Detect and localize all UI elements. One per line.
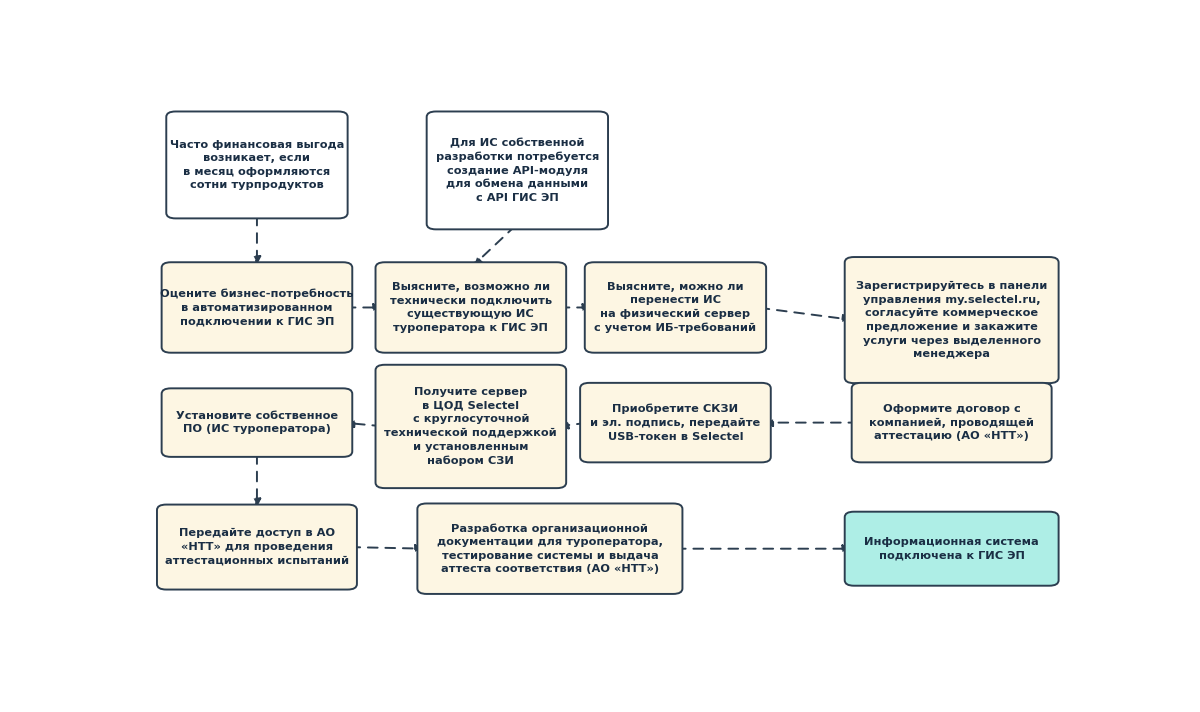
FancyBboxPatch shape bbox=[845, 512, 1058, 586]
Text: Выясните, можно ли
перенести ИС
на физический сервер
с учетом ИБ-требований: Выясните, можно ли перенести ИС на физич… bbox=[594, 282, 756, 333]
Text: Информационная система
подключена к ГИС ЭП: Информационная система подключена к ГИС … bbox=[864, 537, 1039, 560]
FancyBboxPatch shape bbox=[162, 262, 353, 352]
FancyBboxPatch shape bbox=[580, 383, 770, 462]
Text: Выясните, возможно ли
технически подключить
существующую ИС
туроператора к ГИС Э: Выясните, возможно ли технически подключ… bbox=[390, 282, 552, 333]
FancyBboxPatch shape bbox=[162, 388, 353, 457]
Text: Разработка организационной
документации для туроператора,
тестирование системы и: Разработка организационной документации … bbox=[437, 523, 662, 575]
FancyBboxPatch shape bbox=[167, 112, 348, 219]
FancyBboxPatch shape bbox=[376, 365, 566, 488]
Text: Передайте доступ в АО
«НТТ» для проведения
аттестационных испытаний: Передайте доступ в АО «НТТ» для проведен… bbox=[164, 528, 349, 566]
FancyBboxPatch shape bbox=[852, 383, 1051, 462]
Text: Оформите договор с
компанией, проводящей
аттестацию (АО «НТТ»): Оформите договор с компанией, проводящей… bbox=[869, 404, 1034, 441]
Text: Оцените бизнес-потребность
в автоматизированном
подключении к ГИС ЭП: Оцените бизнес-потребность в автоматизир… bbox=[161, 288, 354, 326]
Text: Часто финансовая выгода
возникает, если
в месяц оформляются
сотни турпродуктов: Часто финансовая выгода возникает, если … bbox=[169, 140, 344, 190]
FancyBboxPatch shape bbox=[845, 257, 1058, 383]
FancyBboxPatch shape bbox=[427, 112, 608, 229]
Text: Получите сервер
в ЦОД Selectel
с круглосуточной
технической поддержкой
и установ: Получите сервер в ЦОД Selectel с круглос… bbox=[384, 387, 557, 466]
Text: Приобретите СКЗИ
и эл. подпись, передайте
USB-токен в Selectel: Приобретите СКЗИ и эл. подпись, передайт… bbox=[590, 404, 761, 441]
FancyBboxPatch shape bbox=[584, 262, 766, 352]
FancyBboxPatch shape bbox=[157, 505, 356, 590]
Text: Установите собственное
ПО (ИС туроператора): Установите собственное ПО (ИС туроперато… bbox=[176, 411, 338, 434]
FancyBboxPatch shape bbox=[376, 262, 566, 352]
Text: Зарегистрируйтесь в панели
управления my.selectel.ru,
согласуйте коммерческое
пр: Зарегистрируйтесь в панели управления my… bbox=[856, 281, 1048, 359]
Text: Для ИС собственной
разработки потребуется
создание API-модуля
для обмена данными: Для ИС собственной разработки потребуетс… bbox=[436, 138, 599, 203]
FancyBboxPatch shape bbox=[418, 503, 683, 594]
